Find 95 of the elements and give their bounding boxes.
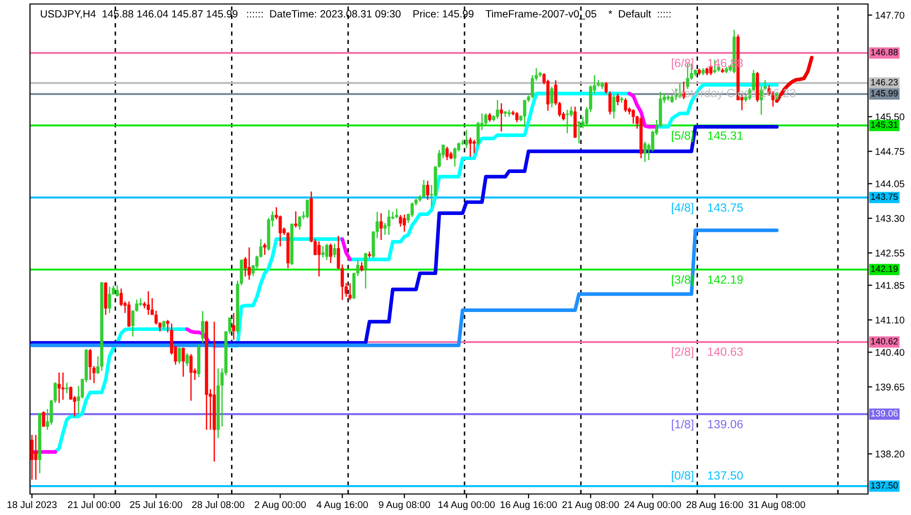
x-tick-label: 2 Aug 00:00 bbox=[254, 501, 306, 510]
y-tick-label: 147.70 bbox=[876, 12, 904, 19]
y-tick-label: 144.75 bbox=[876, 148, 904, 155]
y-tick-label: 144.05 bbox=[876, 180, 904, 188]
y-tick-label: 142.55 bbox=[876, 250, 904, 257]
candlestick bbox=[496, 99, 500, 120]
x-tick-label: 18 Jul 2023 bbox=[8, 500, 57, 508]
candlestick bbox=[182, 346, 185, 378]
y-tick-label: 141.85 bbox=[876, 282, 904, 289]
candlestick bbox=[232, 312, 236, 340]
y-tick-label: 139.65 bbox=[876, 384, 904, 390]
candlestick bbox=[146, 290, 150, 316]
x-tick-label: 9 Aug 08:00 bbox=[378, 501, 430, 510]
ref-line-label: 145.99 bbox=[871, 90, 898, 96]
x-tick-label: 4 Aug 16:00 bbox=[316, 501, 368, 510]
ref-line-label: 146.23 bbox=[871, 79, 898, 86]
candlestick bbox=[472, 139, 476, 154]
candlestick bbox=[500, 102, 503, 132]
candlestick bbox=[306, 199, 309, 219]
ref-line-label: 139.06 bbox=[871, 410, 898, 417]
ref-line-label: 143.75 bbox=[871, 194, 898, 200]
candlestick bbox=[398, 214, 402, 228]
y-tick-label: 141.10 bbox=[876, 316, 904, 324]
text: USDJPY,H4 145.88 146.04 145.87 145.99 bbox=[40, 10, 238, 19]
ref-line-label: 142.19 bbox=[871, 266, 898, 272]
candlestick bbox=[577, 120, 581, 144]
x-tick-label: 14 Aug 00:00 bbox=[438, 501, 495, 510]
x-tick-label: 28 Jul 08:00 bbox=[192, 500, 244, 508]
ref-line-label: 140.62 bbox=[871, 338, 898, 344]
candlestick bbox=[186, 352, 189, 367]
candlestick bbox=[566, 109, 569, 134]
candlestick bbox=[468, 136, 472, 158]
y-tick-label: 140.40 bbox=[876, 348, 904, 356]
annotation: [2/8] 140.63 bbox=[672, 347, 743, 358]
candlestick bbox=[88, 348, 92, 381]
ref-line-label: 145.31 bbox=[871, 121, 898, 128]
x-tick-label: 28 Aug 16:00 bbox=[686, 501, 744, 510]
candlestick bbox=[445, 146, 449, 161]
candlestick bbox=[364, 252, 368, 290]
candlestick bbox=[332, 243, 336, 258]
candlestick bbox=[317, 240, 321, 278]
candlestick bbox=[643, 141, 647, 163]
candlestick bbox=[329, 243, 332, 264]
candlestick bbox=[348, 282, 352, 301]
y-tick-label: 143.30 bbox=[876, 215, 904, 222]
x-tick-label: 16 Aug 16:00 bbox=[500, 501, 557, 510]
candlestick bbox=[34, 434, 38, 480]
ref-line-label: 146.88 bbox=[871, 48, 898, 56]
candlestick bbox=[464, 129, 468, 149]
candlestick bbox=[263, 242, 266, 256]
candlestick bbox=[515, 111, 518, 123]
candlestick bbox=[201, 310, 204, 344]
candlestick bbox=[426, 180, 430, 200]
candlestick bbox=[632, 108, 635, 124]
annotation: [0/8] 137.50 bbox=[672, 470, 743, 482]
candlestick bbox=[360, 262, 364, 272]
x-tick-label: 21 Jul 00:00 bbox=[68, 500, 120, 508]
text: :::::: DateTime: 2023.08.31 09:30 Price: 145.99 TimeFrame-2007-v0_05 * Default ::::: bbox=[247, 10, 670, 20]
candlestick bbox=[612, 94, 616, 120]
candlestick bbox=[189, 353, 193, 402]
candlestick bbox=[325, 243, 328, 260]
candlestick bbox=[616, 92, 620, 106]
candlestick bbox=[116, 284, 119, 297]
annotation: [4/8] 143.75 bbox=[672, 203, 743, 214]
candlestick bbox=[30, 434, 34, 480]
candlestick bbox=[484, 112, 488, 127]
candlestick bbox=[523, 99, 526, 128]
annotation: [1/8] 139.06 bbox=[672, 420, 743, 431]
candlestick bbox=[58, 372, 61, 404]
x-tick-label: 25 Jul 16:00 bbox=[130, 500, 182, 508]
y-tick-label: 145.50 bbox=[876, 113, 904, 120]
candlestick bbox=[387, 209, 390, 236]
candlestick bbox=[550, 86, 554, 108]
candlestick bbox=[294, 210, 298, 228]
ref-line-label: 137.50 bbox=[871, 482, 898, 489]
candlestick bbox=[178, 346, 181, 364]
candlestick bbox=[298, 215, 302, 230]
candlestick bbox=[61, 372, 65, 400]
candlestick bbox=[127, 300, 131, 328]
candlestick bbox=[395, 208, 398, 219]
annotation: Yesterday Close 146.23 bbox=[671, 88, 796, 100]
y-tick-label: 138.20 bbox=[876, 450, 904, 458]
candlestick bbox=[402, 214, 406, 232]
candlestick bbox=[42, 410, 46, 428]
candlestick bbox=[380, 212, 383, 241]
candlestick bbox=[65, 382, 68, 394]
candlestick bbox=[674, 88, 678, 101]
candlestick bbox=[248, 246, 251, 280]
x-tick-label: 31 Aug 08:00 bbox=[748, 501, 806, 510]
x-tick-label: 24 Aug 00:00 bbox=[624, 501, 681, 510]
candlestick bbox=[422, 179, 426, 199]
candlestick bbox=[108, 286, 112, 314]
candlestick bbox=[624, 98, 628, 113]
candlestick bbox=[321, 245, 325, 258]
x-tick-label: 21 Aug 08:00 bbox=[562, 501, 619, 510]
